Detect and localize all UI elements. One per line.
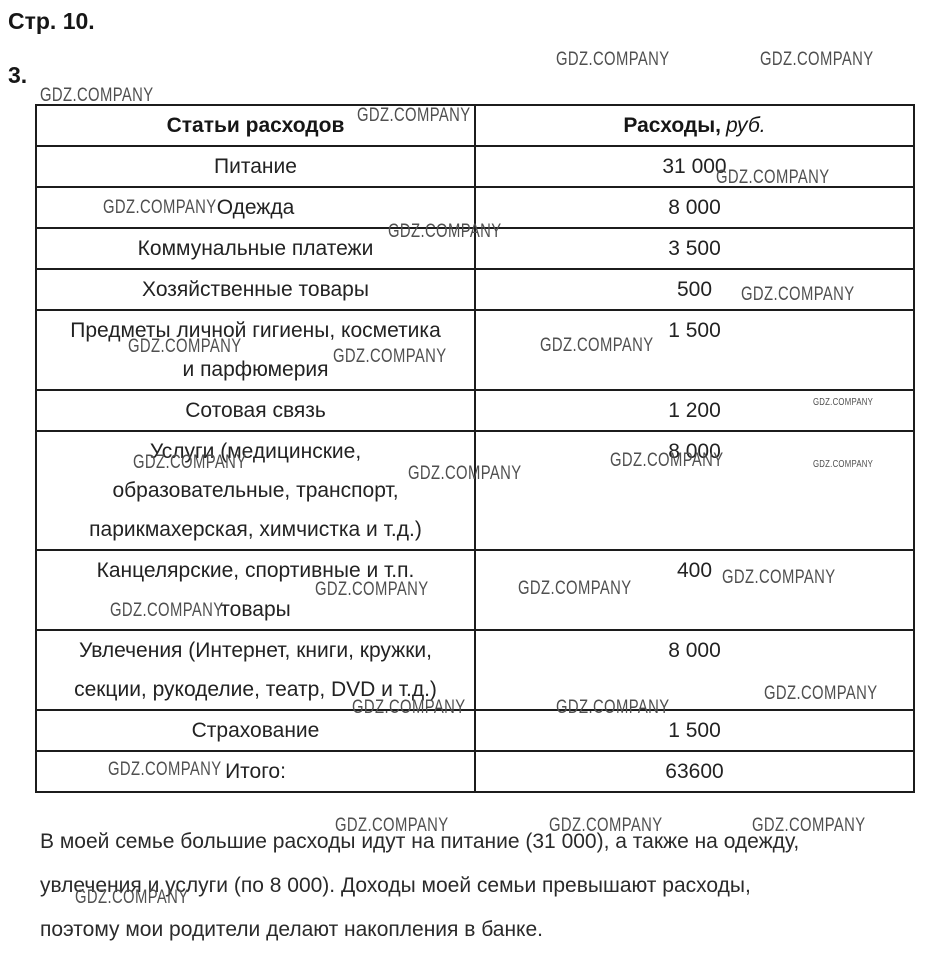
table-row: Услуги (медицинские, образовательные, тр… — [35, 430, 915, 551]
column-header-expense-items: Статьи расходов — [35, 104, 476, 147]
expense-item-label: Питание — [35, 145, 476, 188]
expenses-table: Статьи расходов Расходы, руб. Питание 31 0… — [35, 104, 915, 793]
page-title: Стр. 10. — [8, 8, 95, 34]
expense-item-label: Одежда — [35, 186, 476, 229]
expense-amount: 1 200 — [474, 389, 915, 432]
expense-amount: 8 000 — [474, 430, 915, 551]
expense-amount: 1 500 — [474, 309, 915, 391]
table-header-row: Статьи расходов Расходы, руб. — [35, 104, 915, 147]
expense-amount: 400 — [474, 549, 915, 631]
watermark: GDZ.COMPANY — [556, 49, 670, 70]
expense-amount: 8 000 — [474, 629, 915, 711]
column-header-expenses-rub: Расходы, руб. — [474, 104, 915, 147]
expense-item-label: Итого: — [35, 750, 476, 793]
expense-item-label: Предметы личной гигиены, косметика и пар… — [35, 309, 476, 391]
table-row: Предметы личной гигиены, косметика и пар… — [35, 309, 915, 391]
column-header-unit-label: руб. — [726, 114, 766, 137]
table-row: Коммунальные платежи 3 500 — [35, 227, 915, 270]
expense-item-label: Страхование — [35, 709, 476, 752]
expense-amount: 31 000 — [474, 145, 915, 188]
expenses-table-body: Питание 31 000 Одежда 8 000 Коммунальные пла… — [35, 145, 915, 793]
table-row: Хозяйственные товары 500 — [35, 268, 915, 311]
expense-item-label: Коммунальные платежи — [35, 227, 476, 270]
table-row: Сотовая связь 1 200 — [35, 389, 915, 432]
table-row: Одежда 8 000 — [35, 186, 915, 229]
expense-item-label: Сотовая связь — [35, 389, 476, 432]
table-row: Питание 31 000 — [35, 145, 915, 188]
answer-paragraph: В моей семье большие расходы идут на пит… — [40, 830, 800, 941]
expense-item-label: Хозяйственные товары — [35, 268, 476, 311]
expense-amount: 3 500 — [474, 227, 915, 270]
column-header-expenses-label: Расходы, — [623, 114, 722, 137]
watermark: GDZ.COMPANY — [40, 85, 154, 106]
expense-item-label: Услуги (медицинские, образовательные, тр… — [35, 430, 476, 551]
table-row: Итого: 63600 — [35, 750, 915, 793]
table-row: Канцелярские, спортивные и т.п. товары 40… — [35, 549, 915, 631]
expense-item-label: Увлечения (Интернет, книги, кружки, секц… — [35, 629, 476, 711]
expense-amount: 1 500 — [474, 709, 915, 752]
expense-amount: 500 — [474, 268, 915, 311]
expense-amount: 8 000 — [474, 186, 915, 229]
exercise-number: 3. — [8, 62, 28, 88]
expense-item-label: Канцелярские, спортивные и т.п. товары — [35, 549, 476, 631]
expense-amount: 63600 — [474, 750, 915, 793]
table-row: Увлечения (Интернет, книги, кружки, секц… — [35, 629, 915, 711]
table-row: Страхование 1 500 — [35, 709, 915, 752]
watermark: GDZ.COMPANY — [760, 49, 874, 70]
